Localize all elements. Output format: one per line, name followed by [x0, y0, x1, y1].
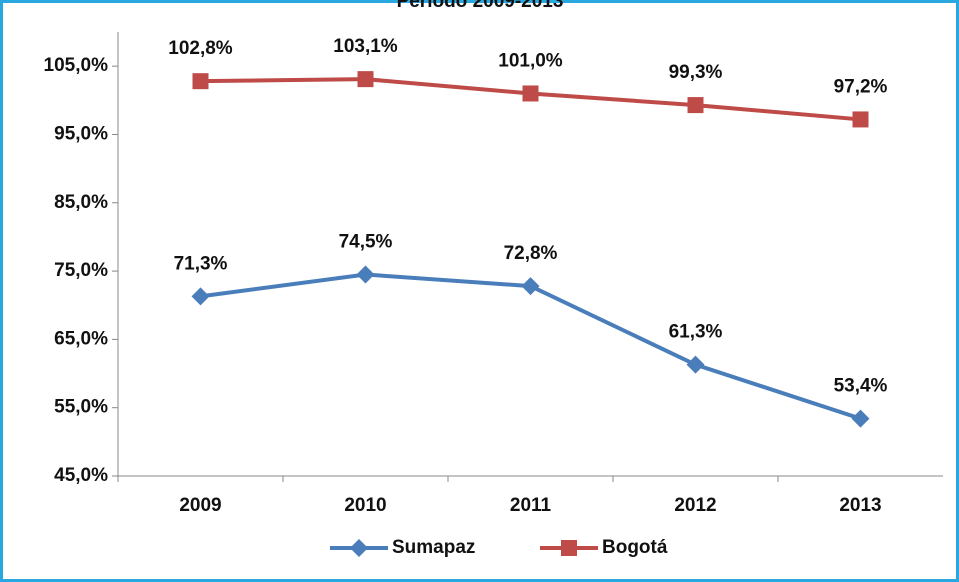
data-label: 103,1%: [333, 36, 398, 57]
data-point: [192, 73, 209, 90]
y-tick-label: 95,0%: [54, 123, 108, 144]
data-label: 101,0%: [498, 50, 563, 71]
data-point: [851, 409, 870, 428]
data-label: 102,8%: [168, 38, 233, 59]
data-label: 99,3%: [669, 62, 723, 83]
x-tick-label: 2010: [344, 495, 386, 516]
data-label: 53,4%: [834, 376, 888, 397]
chart-title: Período 2009-2013: [397, 0, 564, 12]
data-point: [686, 355, 705, 374]
y-tick-label: 105,0%: [44, 55, 109, 76]
data-label: 61,3%: [669, 322, 723, 343]
y-tick-label: 75,0%: [54, 260, 108, 281]
data-point: [521, 277, 540, 296]
legend-label: Sumapaz: [392, 537, 475, 558]
data-point: [522, 85, 539, 102]
y-tick-label: 65,0%: [54, 328, 108, 349]
data-point: [191, 287, 210, 306]
data-point: [687, 97, 704, 114]
x-tick-label: 2011: [510, 495, 552, 516]
data-label: 97,2%: [834, 76, 888, 97]
x-tick-label: 2012: [674, 495, 716, 516]
data-label: 74,5%: [339, 232, 393, 253]
data-label: 72,8%: [504, 243, 558, 264]
x-tick-label: 2009: [179, 495, 221, 516]
y-tick-label: 85,0%: [54, 192, 108, 213]
data-point: [852, 111, 869, 128]
data-label: 71,3%: [174, 253, 228, 274]
legend-label: Bogotá: [602, 537, 668, 558]
x-tick-label: 2013: [839, 495, 881, 516]
legend-marker: [350, 539, 368, 557]
data-point: [357, 71, 374, 88]
y-tick-label: 55,0%: [54, 397, 108, 418]
legend-marker: [561, 540, 577, 556]
y-tick-label: 45,0%: [54, 465, 108, 486]
data-point: [356, 265, 375, 284]
